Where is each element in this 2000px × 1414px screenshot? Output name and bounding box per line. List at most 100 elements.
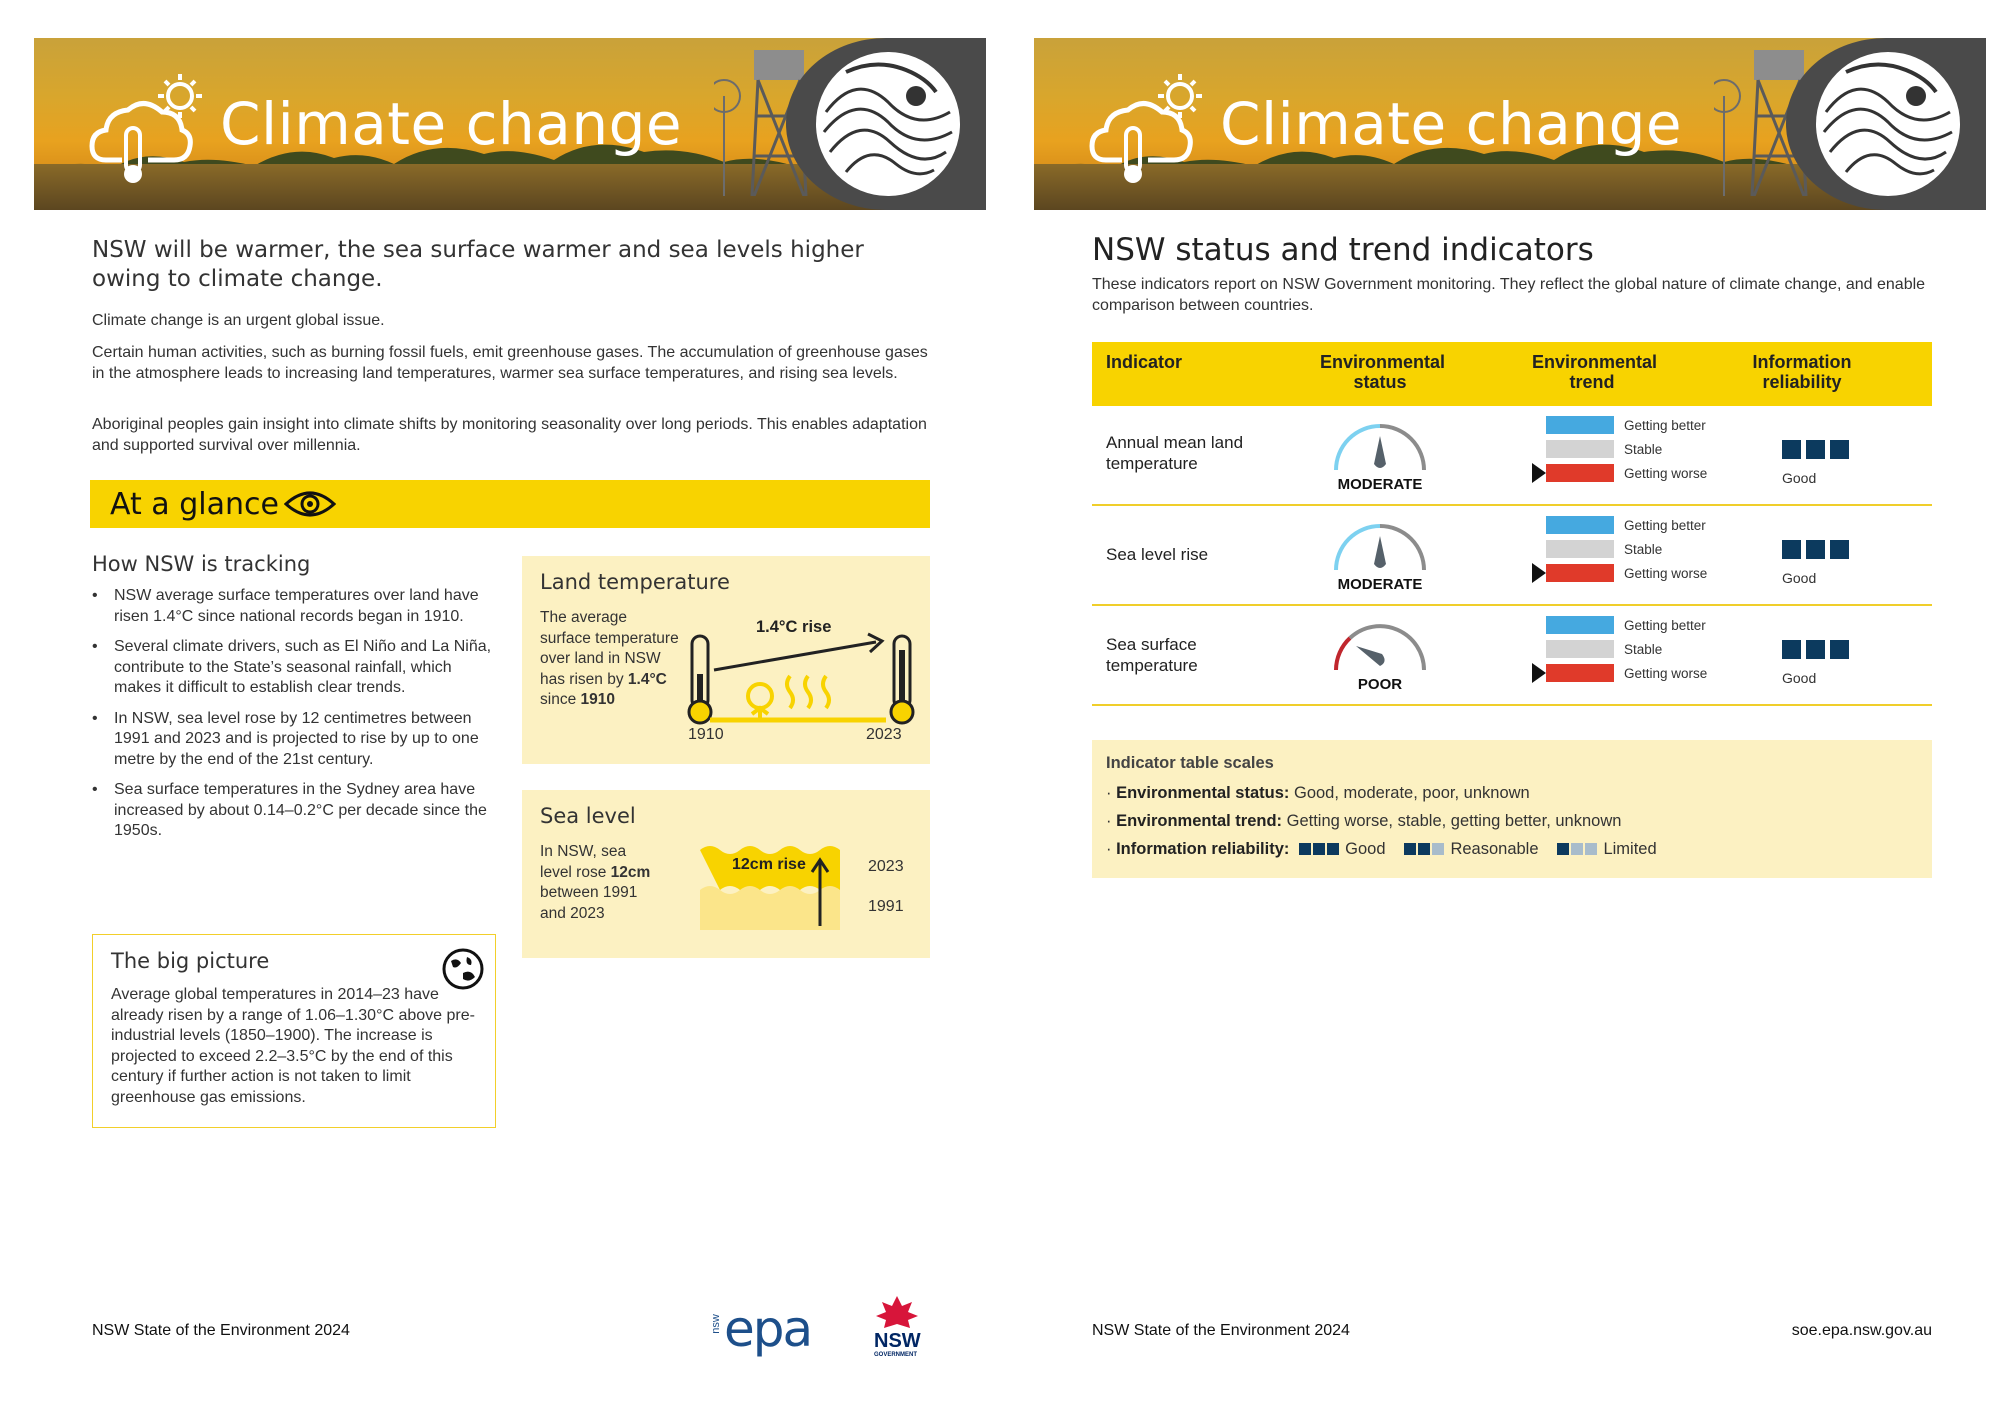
banner: Climate change [1034,38,1986,210]
reliability-square [1806,540,1825,559]
table-header: Indicator Environmental status Environme… [1092,342,1932,406]
scales-box: Indicator table scales · Environmental s… [1092,740,1932,878]
land-temperature-heading: Land temperature [540,570,730,594]
indicators-heading: NSW status and trend indicators [1092,232,1594,268]
scale-reliability-line: · Information reliability: Good Reasonab… [1106,840,1657,858]
trend-label: Getting worse [1624,466,1708,481]
waratah-icon [876,1296,918,1328]
list-item: Several climate drivers, such as El Niño… [92,637,492,699]
sea-year-start: 1991 [868,898,904,915]
col-indicator: Indicator [1106,352,1183,372]
banner-title: Climate change [220,90,683,158]
list-item: NSW average surface temperatures over la… [92,586,492,627]
trend-bar-better [1546,616,1614,634]
mini-square [1417,843,1430,855]
at-a-glance-bar: At a glance [90,480,930,528]
nsw-gov-sub: GOVERNMENT [874,1352,918,1358]
trend-label: Stable [1624,442,1663,457]
reliability-indicator: Good [1782,640,1882,690]
sea-level-body: In NSW, sea level rose 12cm between 1991… [540,843,651,922]
reliability-square [1782,640,1801,659]
right-page: Climate change NSW status and trend indi… [1000,0,2000,1414]
sea-year-end: 2023 [868,858,904,875]
trend-label: Getting better [1624,418,1706,433]
status-label: MODERATE [1337,576,1423,593]
left-page: Climate change NSW will be warmer, the s… [0,0,1000,1414]
trend-indicator: Getting better Stable Getting worse [1530,416,1740,496]
land-year-start: 1910 [688,726,724,743]
land-temperature-graphic [687,632,915,725]
mini-square [1570,843,1583,855]
status-label: POOR [1357,676,1403,693]
big-picture-body: Average global temperatures in 2014–23 h… [111,986,475,1106]
reliability-square [1830,640,1849,659]
reliability-square [1806,440,1825,459]
footer-publication: NSW State of the Environment 2024 [92,1322,350,1339]
reliability-limited: Limited [1603,840,1657,858]
nsw-gov-logo-text: NSW [874,1330,921,1352]
epa-logo-text: epa [724,1300,813,1358]
climate-cloud-icon [89,74,202,183]
trend-label: Getting worse [1624,666,1708,681]
reliability-reasonable: Reasonable [1450,840,1539,858]
list-item: In NSW, sea level rose by 12 centimetres… [92,709,492,771]
intro-paragraph-1: Climate change is an urgent global issue… [92,312,385,329]
scales-heading: Indicator table scales [1106,754,1274,772]
reliability-indicator: Good [1782,540,1882,590]
mini-square [1556,843,1569,855]
sea-level-graphic [700,846,840,930]
land-year-end: 2023 [866,726,902,743]
trend-label: Stable [1624,542,1663,557]
status-gauge: MODERATE [1330,414,1430,494]
indicator-name: Sea surface temperature [1106,635,1198,675]
scale-trend-line: · Environmental trend: Getting worse, st… [1106,812,1622,830]
table-row: Sea surface temperature POOR Getting bet… [1092,606,1932,706]
indicator-name: Annual mean land temperature [1106,433,1244,473]
at-a-glance-title: At a glance [110,487,279,522]
aboriginal-artwork-seal [1816,52,1960,196]
tracking-list: NSW average surface temperatures over la… [92,586,492,852]
trend-label: Getting better [1624,518,1706,533]
reliability-square [1830,540,1849,559]
trend-pointer-icon [1532,563,1546,583]
tracking-heading: How NSW is tracking [92,552,311,576]
sea-level-card: Sea level In NSW, sea level rose 12cm be… [522,790,930,958]
eye-icon [284,491,336,517]
indicator-name: Sea level rise [1106,545,1209,564]
reliability-good: Good [1345,840,1386,858]
land-rise-label: 1.4°C rise [756,618,832,636]
trend-indicator: Getting better Stable Getting worse [1530,616,1740,696]
table-row: Sea level rise MODERATE Getting better S… [1092,506,1932,606]
sea-level-heading: Sea level [540,804,636,828]
gauge-icon [1334,524,1426,571]
gauge-icon [1334,624,1426,671]
intro-paragraph-2: Certain human activities, such as burnin… [92,344,928,382]
scale-status-line: · Environmental status: Good, moderate, … [1106,784,1530,802]
trend-label: Getting better [1624,618,1706,633]
trend-bar-worse [1546,464,1614,482]
mini-square [1298,843,1311,855]
list-item: Sea surface temperatures in the Sydney a… [92,780,492,842]
mini-square [1326,843,1339,855]
status-gauge: POOR [1330,614,1430,694]
trend-bar-better [1546,416,1614,434]
aboriginal-artwork-seal [816,52,960,196]
water-tower [714,50,808,196]
status-label: MODERATE [1337,476,1423,493]
reliability-label: Good [1782,670,1817,686]
intro-paragraph-3: Aboriginal peoples gain insight into cli… [92,416,927,454]
water-tower [1714,50,1808,196]
big-picture-box: The big picture Average global temperatu… [92,934,496,1128]
trend-bar-stable [1546,440,1614,458]
sea-rise-label: 12cm rise [732,856,806,873]
gauge-icon [1334,424,1426,471]
trend-pointer-icon [1532,463,1546,483]
trend-bar-worse [1546,664,1614,682]
footer-url-link[interactable]: soe.epa.nsw.gov.au [1791,1322,1932,1339]
climate-cloud-icon [1089,74,1202,183]
logos: nsw epa NSW GOVERNMENT [706,1294,942,1366]
trend-bar-stable [1546,640,1614,658]
trend-bar-stable [1546,540,1614,558]
trend-label: Stable [1624,642,1663,657]
reliability-label: Good [1782,570,1817,586]
